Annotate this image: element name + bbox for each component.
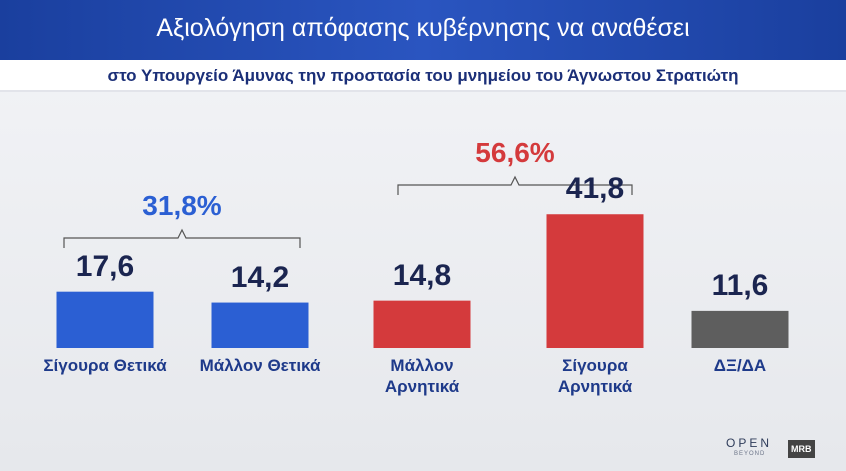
- bar: [373, 300, 471, 348]
- bar: [546, 214, 644, 348]
- value-label: 14,8: [392, 258, 452, 292]
- bar: [56, 291, 154, 348]
- chart-subtitle: στο Υπουργείο Άμυνας την προστασία του μ…: [107, 66, 739, 85]
- group-total: 31,8%: [142, 190, 222, 221]
- x-tick-label: Μάλλον Θετικά: [199, 356, 321, 375]
- x-tick-label: Σίγουρα Αρνητικά: [557, 356, 633, 396]
- logo: OPEN: [726, 436, 773, 450]
- value-label: 14,2: [230, 260, 290, 294]
- bar: [691, 310, 789, 348]
- value-label: 11,6: [711, 268, 769, 302]
- value-label: 17,6: [75, 249, 135, 283]
- bar: [211, 302, 309, 348]
- header-band: [0, 0, 846, 60]
- bracket: [63, 228, 301, 248]
- x-tick-label: ΔΞ/ΔΑ: [713, 356, 767, 375]
- group-total: 56,6%: [475, 137, 555, 168]
- logo: MRB: [788, 440, 815, 458]
- x-tick-label: Μάλλον Αρνητικά: [384, 356, 460, 396]
- value-label: 41,8: [565, 172, 625, 206]
- x-tick-label: Σίγουρα Θετικά: [43, 356, 167, 375]
- logo: BEYOND: [734, 451, 766, 457]
- chart-title: Αξιολόγηση απόφασης κυβέρνησης να αναθέσ…: [156, 14, 690, 42]
- bracket: [397, 175, 633, 195]
- subtitle-band: [0, 60, 846, 92]
